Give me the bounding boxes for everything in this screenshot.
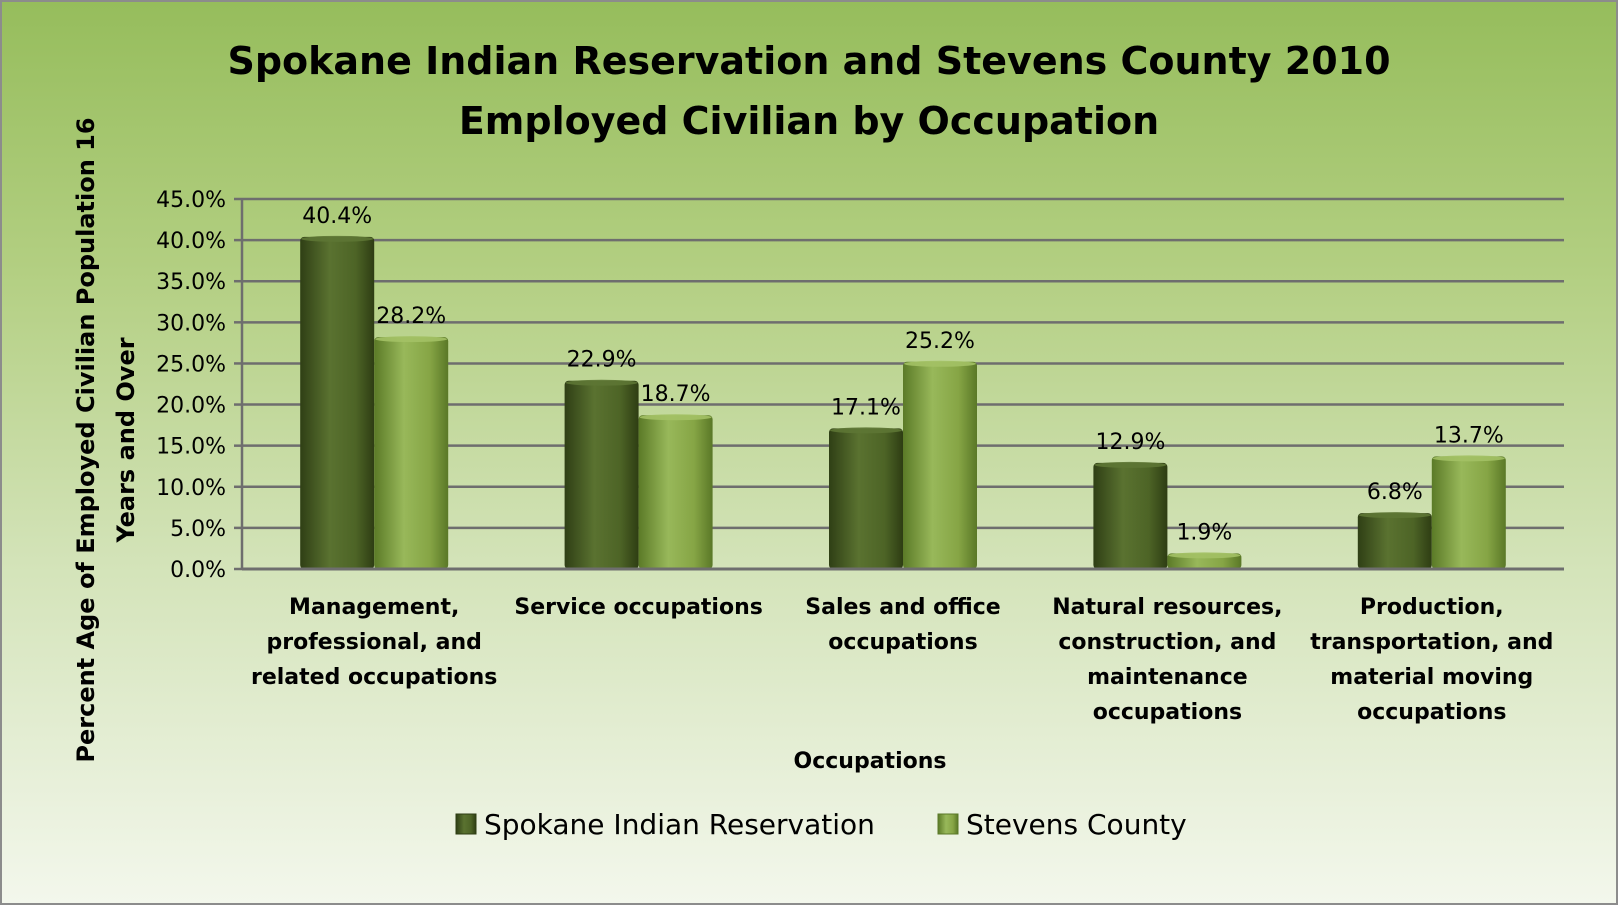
chart-title-line-2: Employed Civilian by Occupation bbox=[459, 99, 1159, 143]
data-label-stevens: 18.7% bbox=[641, 382, 711, 407]
y-tick-label: 15.0% bbox=[156, 435, 226, 460]
x-category-label: occupations bbox=[1357, 700, 1506, 725]
data-label-stevens: 13.7% bbox=[1434, 423, 1504, 448]
data-label-spokane: 12.9% bbox=[1095, 430, 1165, 455]
legend-swatch-stevens bbox=[937, 813, 959, 835]
y-tick-label: 40.0% bbox=[156, 229, 226, 254]
bar-top-spokane bbox=[1094, 461, 1167, 468]
y-axis-ticks: 0.0% 5.0% 10.0% 15.0% 20.0% 25.0% 30.0% 35.0% 40… bbox=[156, 188, 226, 583]
x-category-label: related occupations bbox=[251, 665, 497, 690]
y-tick-label: 20.0% bbox=[156, 394, 226, 419]
y-tick-label: 30.0% bbox=[156, 311, 226, 336]
bar-top-stevens bbox=[904, 360, 976, 367]
bar-stevens bbox=[903, 361, 977, 569]
x-category-label: Service occupations bbox=[514, 595, 763, 620]
bar-stevens bbox=[1431, 456, 1506, 569]
data-label-stevens: 25.2% bbox=[905, 329, 975, 354]
bar-top-stevens bbox=[1432, 455, 1505, 462]
bar-top-spokane bbox=[1358, 512, 1431, 519]
x-category-label: occupations bbox=[1093, 700, 1242, 725]
legend-label-stevens: Stevens County bbox=[966, 808, 1187, 841]
x-axis-title: Occupations bbox=[794, 749, 947, 774]
bar-top-spokane bbox=[565, 379, 638, 386]
bars bbox=[242, 235, 1564, 571]
bar-top-stevens bbox=[375, 336, 448, 343]
bar-top-spokane bbox=[830, 427, 902, 434]
x-category-label: Production, bbox=[1360, 595, 1504, 620]
bar-top-stevens bbox=[639, 414, 712, 421]
bar-spokane bbox=[1093, 462, 1168, 569]
data-label-stevens: 1.9% bbox=[1176, 520, 1232, 545]
x-category-label: Sales and office bbox=[805, 595, 1000, 620]
data-label-spokane: 17.1% bbox=[831, 395, 901, 420]
data-labels: 40.4% 28.2% 22.9%18.7% 17.1% 25.2% 12.9% 1.9% 6… bbox=[302, 204, 1503, 546]
data-label-spokane: 6.8% bbox=[1367, 480, 1423, 505]
legend-label-spokane: Spokane Indian Reservation bbox=[484, 808, 875, 841]
y-tick-label: 35.0% bbox=[156, 270, 226, 295]
bar-top-spokane bbox=[301, 235, 374, 242]
legend: Spokane Indian Reservation Stevens Count… bbox=[455, 808, 1187, 841]
bar-spokane bbox=[300, 236, 375, 570]
y-axis-title-line-2: Years and Over bbox=[112, 337, 140, 543]
x-category-label: material moving bbox=[1330, 665, 1533, 690]
legend-swatch-spokane bbox=[455, 813, 477, 835]
bar-spokane bbox=[829, 428, 903, 569]
y-tick-label: 0.0% bbox=[170, 558, 226, 583]
y-tick-label: 25.0% bbox=[156, 352, 226, 377]
data-label-spokane: 22.9% bbox=[567, 348, 637, 373]
x-axis-categories: Management, professional, and related occu… bbox=[251, 595, 1553, 725]
x-category-label: maintenance bbox=[1087, 665, 1248, 690]
x-category-label: Management, bbox=[289, 595, 459, 620]
y-tick-label: 10.0% bbox=[156, 476, 226, 501]
bar-spokane bbox=[1357, 513, 1432, 569]
y-axis-title-line-1: Percent Age of Employed Civilian Populat… bbox=[72, 117, 100, 762]
chart-title-line-1: Spokane Indian Reservation and Stevens C… bbox=[227, 39, 1390, 83]
x-category-label: transportation, and bbox=[1310, 630, 1553, 655]
bar-stevens bbox=[374, 337, 449, 569]
y-tick-label: 45.0% bbox=[156, 188, 226, 213]
x-category-label: construction, and bbox=[1058, 630, 1276, 655]
x-category-label: professional, and bbox=[267, 630, 482, 655]
bar-spokane bbox=[564, 380, 639, 569]
x-category-label: Natural resources, bbox=[1052, 595, 1282, 620]
bar-top-stevens bbox=[1168, 552, 1241, 559]
data-label-spokane: 40.4% bbox=[302, 204, 372, 229]
data-label-stevens: 28.2% bbox=[376, 304, 446, 329]
y-tick-label: 5.0% bbox=[170, 517, 226, 542]
bar-stevens bbox=[638, 415, 713, 569]
x-category-label: occupations bbox=[828, 630, 977, 655]
